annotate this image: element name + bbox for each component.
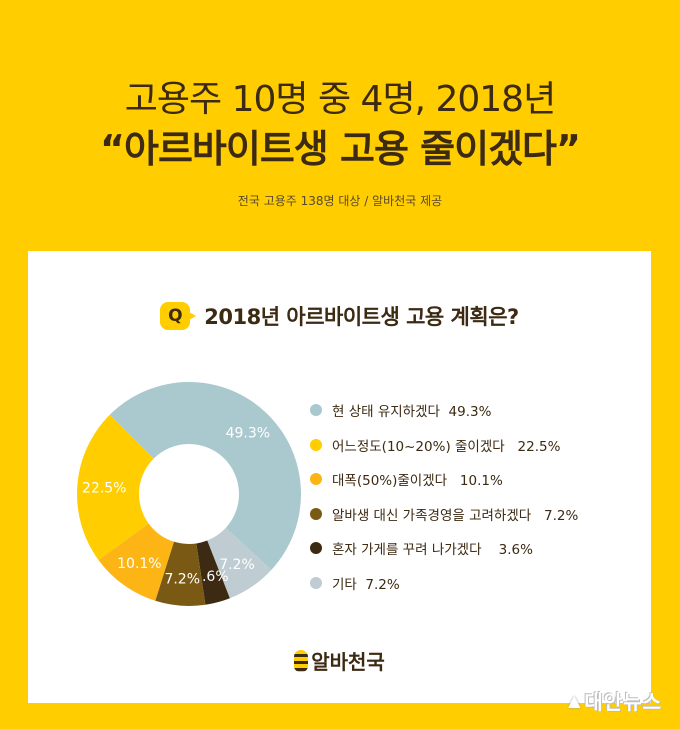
donut-slice [155,541,206,606]
donut-slice [196,540,230,605]
headline-line1: 고용주 10명 중 4명, 2018년 [124,79,556,120]
logo-text: 알바천국 [311,650,385,674]
legend-swatch [310,438,322,451]
legend-item: 대폭(50%)줄이겠다 10.1% [310,462,578,497]
legend-label: 대폭(50%)줄이겠다 10.1% [332,473,503,490]
q-badge-icon: Q [160,302,197,330]
alba-chunguk-logo: 알바천국 [28,646,651,675]
slice-value-label: 7.2% [164,572,200,588]
legend-swatch [310,473,322,486]
donut-slice [76,414,154,560]
bee-icon [294,649,309,672]
legend-swatch [310,542,322,555]
legend-item: 어느정도(10~20%) 줄이겠다 22.5% [310,428,578,463]
donut-slice [98,523,174,601]
chart-legend: 현 상태 유지하겠다 49.3% 어느정도(10~20%) 줄이겠다 22.5% 대… [310,393,578,600]
slice-value-label: 10.1% [117,556,161,572]
donut-slice [207,527,272,599]
legend-item: 알바생 대신 가족경영을 고려하겠다 7.2% [310,497,578,532]
legend-label: 알바생 대신 가족경영을 고려하겠다 7.2% [332,507,579,524]
legend-label: 기타 7.2% [332,576,400,593]
slice-value-label: 7.2% [219,557,255,573]
watermark-text: 대안뉴스 [584,690,662,714]
legend-item: 혼자 가게를 꾸려 나가겠다 3.6% [310,531,578,566]
donut-chart: 49.3%7.2%3.6%7.2%10.1%22.5% [76,381,302,606]
legend-label: 혼자 가게를 꾸려 나가겠다 3.6% [332,542,533,559]
watermark: ▲ 대안뉴스 [568,686,662,715]
legend-label: 현 상태 유지하겠다 49.3% [332,404,492,421]
legend-swatch [310,507,322,520]
legend-item: 현 상태 유지하겠다 49.3% [310,393,578,428]
legend-swatch [310,404,322,417]
legend-swatch [310,576,322,589]
chart-card: Q 2018년 아르바이트생 고용 계획은? 49.3% 7.2% 3.6% 7.2%… [28,251,651,703]
slice-value-label: 3.6% [193,569,229,585]
flame-icon: ▲ [568,691,581,710]
donut-slice [109,381,302,570]
slice-value-label: 22.5% [82,480,126,496]
legend-label: 어느정도(10~20%) 줄이겠다 22.5% [332,438,561,455]
slice-value-label: 49.3% [226,426,270,442]
source-note: 전국 고용주 138명 대상 / 알바천국 제공 [237,194,443,208]
legend-item: 기타 7.2% [310,566,578,601]
headline-line2: “아르바이트생 고용 줄이겠다” [100,127,581,171]
question-heading: Q 2018년 아르바이트생 고용 계획은? [28,301,651,331]
question-text: 2018년 아르바이트생 고용 계획은? [204,305,519,329]
